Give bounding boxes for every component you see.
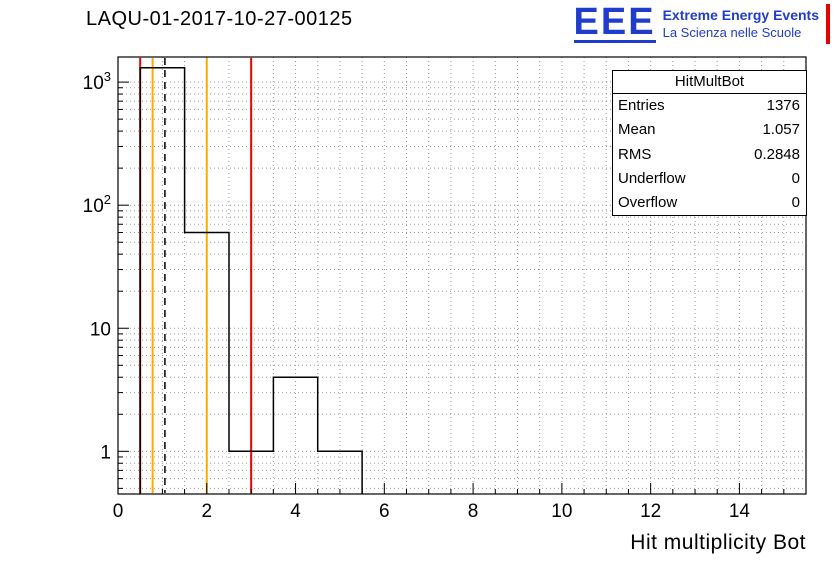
stats-row-value: 1.057: [762, 121, 800, 139]
stats-row-value: 0.2848: [754, 145, 800, 163]
x-tick-label: 14: [729, 501, 751, 522]
x-axis-labels: 0 2 4 6 8 10 12 14: [113, 501, 751, 522]
x-tick-label: 2: [201, 501, 212, 522]
eee-logo-acronym: EEE: [573, 0, 656, 44]
stats-box-rows: Entries 1376 Mean 1.057 RMS 0.2848 Underflow 0 O…: [613, 94, 806, 215]
x-tick-label: 10: [551, 501, 572, 522]
histogram-line: [139, 66, 363, 494]
plot-frame: [117, 56, 807, 495]
x-tick-label: 8: [468, 501, 479, 522]
y-axis-labels: 1 10 102 103: [83, 69, 111, 463]
y-tick-label: 103: [83, 69, 111, 94]
stats-row: Entries 1376: [613, 94, 806, 118]
eee-logo: EEE Extreme Energy Events La Scienza nel…: [573, 0, 830, 44]
marker-lines: [139, 58, 253, 493]
x-tick-label: 0: [113, 501, 124, 522]
eee-logo-line2: La Scienza nelle Scuole: [662, 24, 802, 40]
stats-row-label: RMS: [618, 145, 652, 163]
x-tick-label: 12: [640, 501, 661, 522]
stats-row-label: Mean: [618, 121, 656, 139]
stats-row: RMS 0.2848: [613, 143, 806, 167]
x-tick-label: 4: [290, 501, 301, 522]
eee-logo-red-bar: [826, 4, 830, 44]
y-tick-label: 10: [90, 319, 111, 340]
x-tick-label: 6: [379, 501, 390, 522]
stats-row-label: Underflow: [618, 169, 686, 187]
eee-logo-line1: Extreme Energy Events: [662, 7, 819, 24]
stats-box-title: HitMultBot: [613, 71, 806, 94]
y-tick-label: 1: [100, 442, 111, 463]
page-title: LAQU-01-2017-10-27-00125: [86, 8, 353, 30]
stats-row: Underflow 0: [613, 167, 806, 191]
stats-row-label: Overflow: [618, 194, 678, 211]
y-tick-label: 102: [83, 192, 111, 217]
stats-row-value: 0: [791, 194, 800, 211]
stats-row: Mean 1.057: [613, 118, 806, 142]
x-axis-title: Hit multiplicity Bot: [630, 531, 806, 554]
stats-row: Overflow 0: [613, 191, 806, 215]
stats-row-label: Entries: [618, 97, 665, 114]
stats-box: HitMultBot Entries 1376 Mean 1.057 RMS 0.2848…: [612, 70, 807, 217]
stats-row-value: 0: [791, 169, 800, 187]
axis-ticks: [117, 81, 807, 494]
stats-row-value: 1376: [766, 97, 800, 114]
eee-logo-text: Extreme Energy Events La Scienza nelle S…: [663, 6, 819, 41]
